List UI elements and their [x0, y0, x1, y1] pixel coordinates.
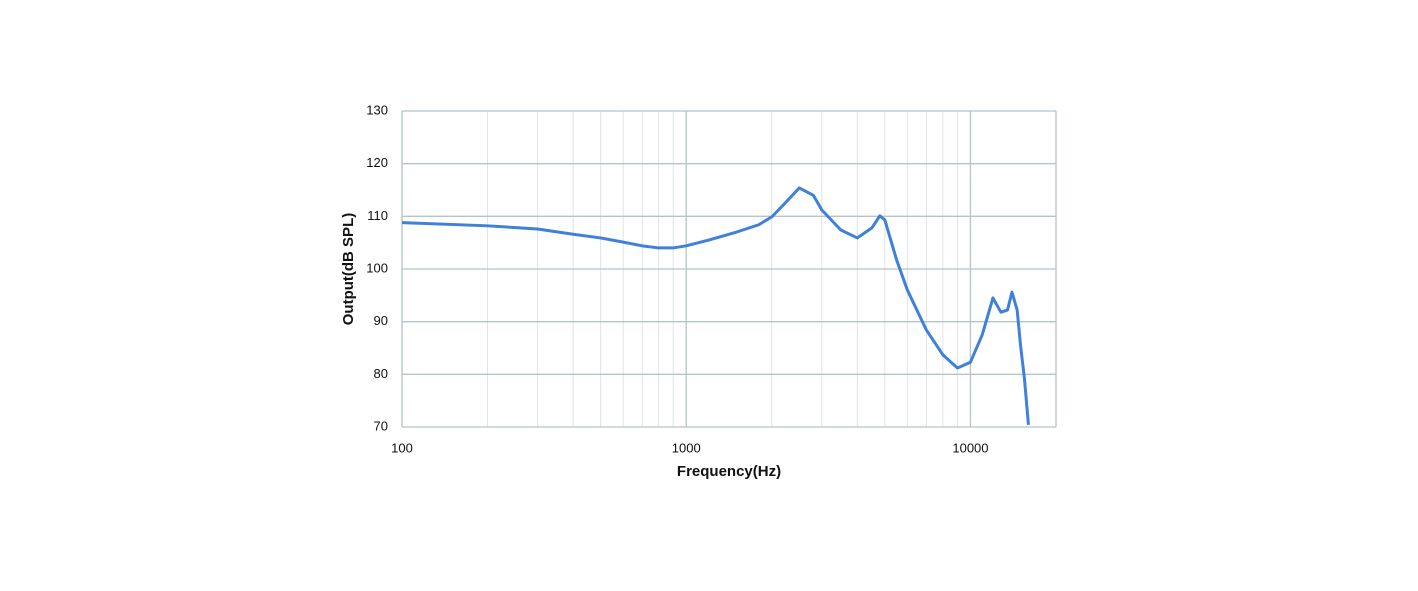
y-tick-label: 120 — [366, 155, 388, 170]
y-tick-label: 130 — [366, 102, 388, 117]
x-tick-label: 10000 — [952, 440, 988, 455]
series-line — [401, 186, 1030, 426]
x-axis-title: Frequency(Hz) — [677, 463, 781, 480]
y-tick-label: 100 — [366, 260, 388, 275]
y-tick-label: 70 — [374, 418, 388, 433]
y-tick-label: 110 — [367, 208, 388, 223]
x-tick-label: 100 — [391, 440, 413, 455]
y-axis-title: Output(dB SPL) — [340, 213, 357, 325]
y-tick-label: 80 — [374, 366, 388, 381]
x-tick-label: 1000 — [672, 440, 701, 455]
y-tick-label: 90 — [374, 313, 388, 328]
